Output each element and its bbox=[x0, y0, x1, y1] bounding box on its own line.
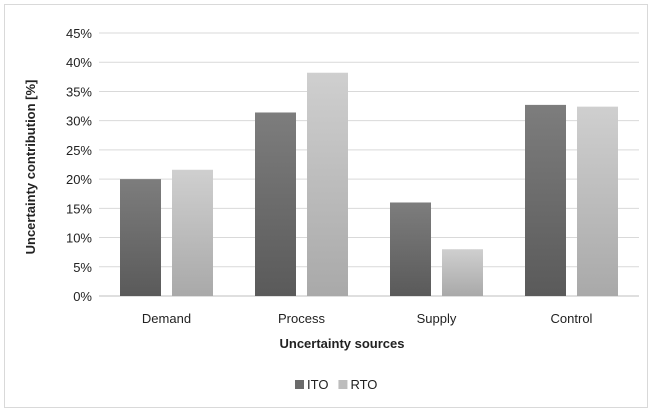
y-tick-label: 5% bbox=[73, 260, 92, 275]
y-tick-label: 10% bbox=[66, 231, 92, 246]
x-tick-label: Process bbox=[278, 311, 325, 326]
legend-label-rto: RTO bbox=[350, 377, 377, 392]
bar-ito-process bbox=[255, 112, 296, 297]
legend-swatch-rto bbox=[338, 380, 348, 389]
bar-chart: Uncertainty contribution [%] Uncertainty… bbox=[23, 26, 639, 392]
y-tick-label: 40% bbox=[66, 55, 92, 70]
legend-label-ito: ITO bbox=[307, 377, 328, 392]
bar-ito-demand bbox=[120, 179, 161, 296]
y-tick-label: 30% bbox=[66, 114, 92, 129]
y-axis-label: Uncertainty contribution [%] bbox=[23, 80, 38, 255]
bar-rto-control bbox=[577, 106, 618, 296]
y-tick-label: 20% bbox=[66, 172, 92, 187]
x-tick-label: Demand bbox=[142, 311, 191, 326]
y-tick-label: 45% bbox=[66, 26, 92, 41]
x-axis-label: Uncertainty sources bbox=[280, 336, 405, 351]
y-tick-label: 35% bbox=[66, 84, 92, 99]
bar-rto-demand bbox=[172, 169, 213, 296]
y-tick-label: 15% bbox=[66, 201, 92, 216]
y-tick-label: 25% bbox=[66, 143, 92, 158]
chart-frame: Uncertainty contribution [%] Uncertainty… bbox=[4, 4, 648, 408]
x-tick-label: Control bbox=[551, 311, 593, 326]
x-tick-label: Supply bbox=[417, 311, 457, 326]
bar-ito-supply bbox=[390, 202, 431, 296]
bar-ito-control bbox=[525, 104, 566, 297]
bar-rto-supply bbox=[442, 249, 483, 296]
legend-swatch-ito bbox=[295, 380, 304, 389]
bar-rto-process bbox=[307, 72, 348, 297]
y-tick-label: 0% bbox=[73, 289, 92, 304]
